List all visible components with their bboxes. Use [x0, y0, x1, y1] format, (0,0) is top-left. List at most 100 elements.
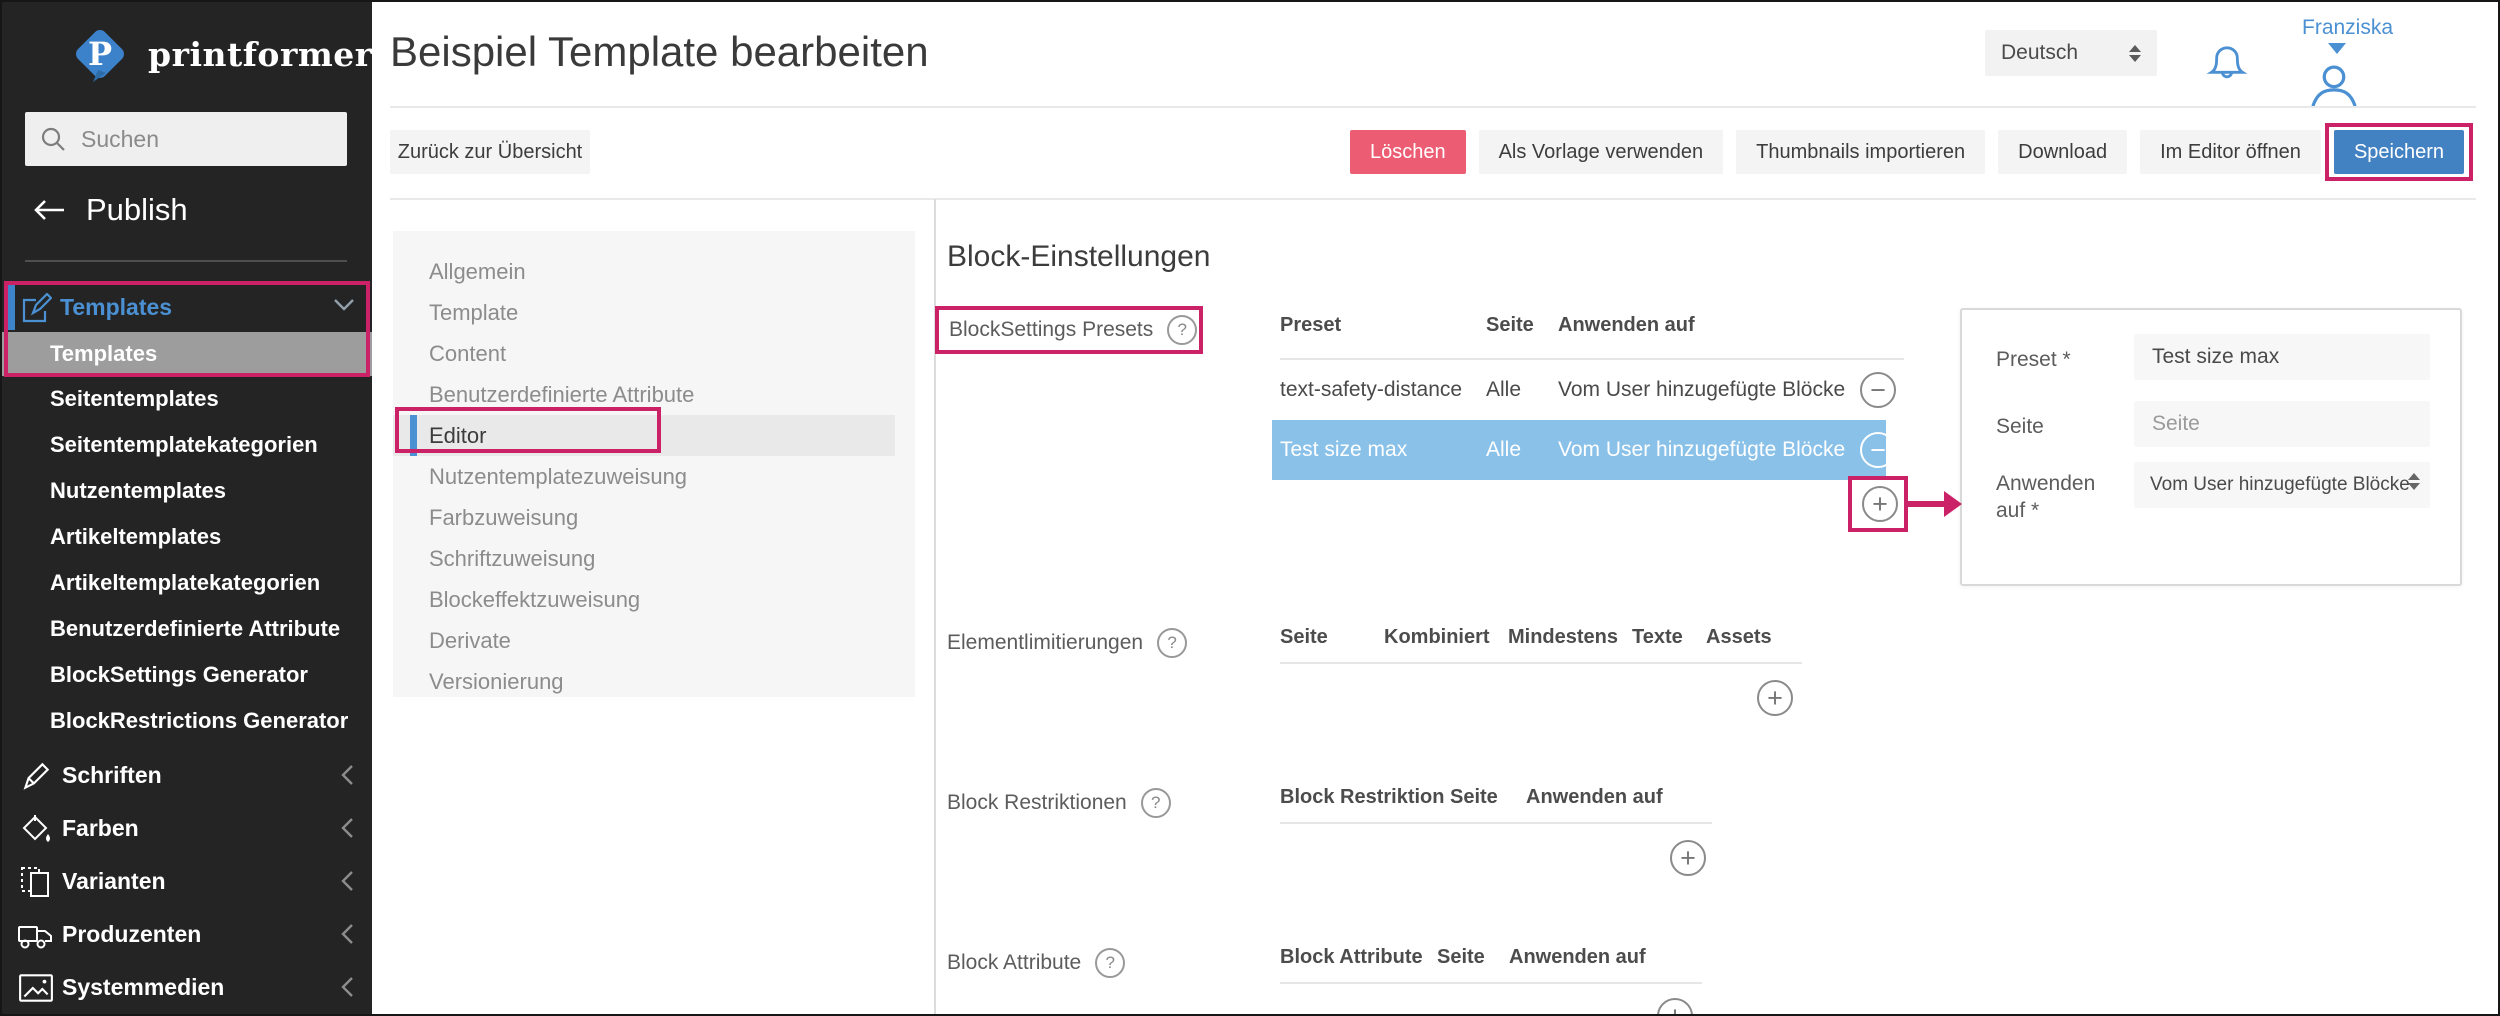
preset-row-test-size-max[interactable]: Test size max Alle Vom User hinzugefügte…: [1272, 420, 1904, 480]
tab-schriftzuweisung[interactable]: Schriftzuweisung: [429, 546, 596, 571]
templates-section-label: Templates: [60, 294, 173, 320]
remove-preset-button[interactable]: −: [1860, 432, 1896, 468]
anwenden-auf-field-label: Anwenden auf *: [1996, 472, 2096, 523]
sidebar-item-artikeltemplates[interactable]: Artikeltemplates: [2, 514, 372, 560]
add-element-limit-button[interactable]: +: [1757, 680, 1793, 716]
search-input[interactable]: [79, 124, 323, 154]
cell-anwenden-auf: Vom User hinzugefügte Blöcke: [1558, 438, 1846, 461]
annotation-arrow-head: [1944, 491, 1962, 517]
tab-content[interactable]: Content: [429, 341, 507, 366]
language-value: Deutsch: [2001, 41, 2079, 64]
user-name: Franziska: [2302, 16, 2394, 39]
element-limits-label-text: Elementlimitierungen: [947, 631, 1144, 654]
table-divider: [1280, 982, 1702, 984]
tab-benutzerdefinierte-attribute[interactable]: Benutzerdefinierte Attribute: [429, 382, 695, 407]
tab-nutzentemplatezuweisung[interactable]: Nutzentemplatezuweisung: [429, 464, 688, 489]
printformer-logo: P printformer: [68, 22, 373, 86]
sidebar-search[interactable]: [25, 112, 347, 166]
seite-input[interactable]: [2134, 401, 2430, 447]
sidebar-items: Seitentemplates Seitentemplatekategorien…: [2, 376, 372, 744]
sidebar-item-seitentemplates[interactable]: Seitentemplates: [2, 376, 372, 422]
sidebar-item-seitentemplatekategorien[interactable]: Seitentemplatekategorien: [2, 422, 372, 468]
seite-field-label: Seite: [1996, 415, 2044, 438]
tab-derivate[interactable]: Derivate: [429, 628, 511, 653]
tab-editor[interactable]: Editor: [393, 415, 895, 456]
sidebar-item-artikeltemplatekategorien[interactable]: Artikeltemplatekategorien: [2, 560, 372, 606]
block-attributes-label-text: Block Attribute: [947, 951, 1082, 974]
sidebar-item-benutzerdefinierte-attribute[interactable]: Benutzerdefinierte Attribute: [2, 606, 372, 652]
paint-bucket-icon: [16, 812, 56, 846]
presets-table-header: Preset Seite Anwenden auf: [1280, 314, 1904, 358]
column-header: Assets: [1706, 626, 1772, 648]
chevron-left-icon: [340, 870, 354, 892]
sidebar-divider: [25, 260, 347, 262]
tab-farbzuweisung[interactable]: Farbzuweisung: [429, 505, 579, 530]
open-in-editor-button[interactable]: Im Editor öffnen: [2140, 130, 2321, 174]
sidebar-section-schriften[interactable]: Schriften: [2, 749, 372, 802]
help-icon[interactable]: ?: [1140, 788, 1171, 818]
download-button[interactable]: Download: [1998, 130, 2128, 174]
language-select[interactable]: Deutsch: [1985, 30, 2157, 76]
block-restrictions-section-label: Block Restriktionen ?: [947, 788, 1171, 818]
sidebar-item-blockrestrictions-generator[interactable]: BlockRestrictions Generator: [2, 698, 372, 744]
sidebar-item-label: Artikeltemplates: [50, 524, 222, 549]
content-heading: Block-Einstellungen: [947, 240, 1211, 273]
section-label: Schriften: [62, 762, 162, 788]
import-thumbnails-button[interactable]: Thumbnails importieren: [1736, 130, 1986, 174]
tab-blockeffektzuweisung[interactable]: Blockeffektzuweisung: [429, 587, 641, 612]
save-button[interactable]: Speichern: [2333, 130, 2464, 174]
sidebar-item-nutzentemplates[interactable]: Nutzentemplates: [2, 468, 372, 514]
preset-name-input[interactable]: [2134, 334, 2430, 380]
element-limits-table-header: Seite Kombiniert Mindestens Texte Assets: [1280, 626, 1802, 662]
add-preset-button[interactable]: +: [1862, 486, 1898, 522]
sidebar-item-label: Benutzerdefinierte Attribute: [50, 616, 341, 641]
cell-seite: Alle: [1486, 378, 1522, 401]
sidebar-section-produzenten[interactable]: Produzenten: [2, 908, 372, 961]
sidebar-item-label: Artikeltemplatekategorien: [50, 570, 321, 595]
add-block-attribute-button[interactable]: +: [1657, 998, 1693, 1014]
user-menu[interactable]: Franziska: [2302, 16, 2432, 108]
column-header: Anwenden auf: [1558, 314, 1695, 336]
back-to-overview-button[interactable]: Zurück zur Übersicht: [390, 130, 590, 174]
sidebar-section-templates[interactable]: Templates: [2, 283, 372, 332]
sidebar-section-varianten[interactable]: Varianten: [2, 855, 372, 908]
chevron-left-icon: [340, 923, 354, 945]
section-label: Varianten: [62, 868, 166, 894]
sidebar-section-farben[interactable]: Farben: [2, 802, 372, 855]
anwenden-auf-select[interactable]: Vom User hinzugefügte Blöcke: [2134, 462, 2430, 508]
delete-button[interactable]: Löschen: [1349, 130, 1466, 174]
column-header: Anwenden auf: [1509, 946, 1646, 968]
add-block-restriction-button[interactable]: +: [1670, 840, 1706, 876]
back-to-publish[interactable]: Publish: [32, 192, 188, 228]
table-divider: [1280, 822, 1712, 824]
sidebar-section-systemmedien[interactable]: Systemmedien: [2, 961, 372, 1014]
help-icon[interactable]: ?: [1167, 315, 1198, 345]
help-icon[interactable]: ?: [1095, 948, 1126, 978]
block-attributes-table-header: Block Attribute Seite Anwenden auf: [1280, 946, 1702, 982]
section-label: Produzenten: [62, 921, 202, 947]
user-avatar-icon: [2308, 62, 2432, 108]
printformer-logo-icon: P: [68, 22, 132, 86]
column-header: Seite: [1450, 786, 1498, 808]
column-header: Seite: [1437, 946, 1485, 968]
cell-anwenden-auf: Vom User hinzugefügte Blöcke: [1558, 378, 1846, 401]
preset-row-text-safety-distance[interactable]: text-safety-distance Alle Vom User hinzu…: [1280, 360, 1904, 420]
tab-template[interactable]: Template: [429, 300, 519, 325]
use-as-template-button[interactable]: Als Vorlage verwenden: [1478, 130, 1724, 174]
image-icon: [16, 972, 56, 1004]
sidebar-item-templates[interactable]: Templates: [2, 332, 372, 376]
svg-text:P: P: [88, 35, 112, 73]
sidebar-item-label: BlockRestrictions Generator: [50, 708, 349, 733]
notifications-bell-icon[interactable]: [2205, 38, 2249, 86]
column-header: Kombiniert: [1384, 626, 1490, 648]
tab-allgemein[interactable]: Allgemein: [429, 259, 526, 284]
sidebar-item-label: Templates: [50, 341, 158, 366]
select-arrows-icon: [2129, 44, 2141, 62]
remove-preset-button[interactable]: −: [1860, 372, 1896, 408]
block-restrictions-table: Block Restriktion Seite Anwenden auf: [1280, 786, 1712, 824]
truck-icon: [16, 918, 56, 952]
tab-versionierung[interactable]: Versionierung: [429, 669, 564, 694]
help-icon[interactable]: ?: [1157, 628, 1188, 658]
sidebar-item-blocksettings-generator[interactable]: BlockSettings Generator: [2, 652, 372, 698]
active-section-bar: [8, 285, 15, 330]
